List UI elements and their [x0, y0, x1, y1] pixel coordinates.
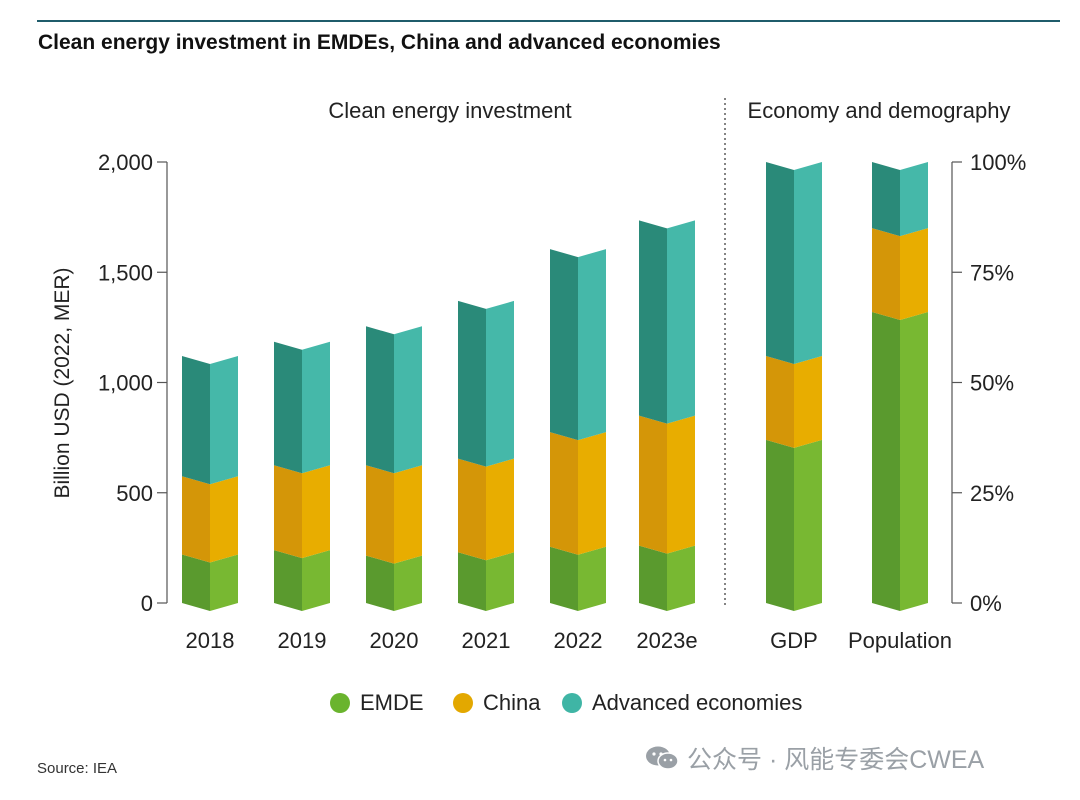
legend-swatch-emde: [330, 693, 350, 713]
x-tick-label-2018: 2018: [186, 628, 235, 653]
bar-2021-emde-left-face: [458, 552, 486, 611]
bar-2020-emde-left-face: [366, 555, 394, 611]
bar-2021-emde-right-face: [486, 552, 514, 611]
bar-population-china-right-face: [900, 228, 928, 320]
left-y-tick-label-2: 1,000: [98, 371, 153, 396]
bar-population-emde-right-face: [900, 311, 928, 611]
watermark: 公众号 · 风能专委会CWEA: [645, 740, 984, 776]
bar-gdp-emde-left-face: [766, 439, 794, 611]
bar-2021-advanced-economies-left-face: [458, 300, 486, 467]
right-y-tick-label-3: 75%: [970, 260, 1014, 285]
bar-gdp-china-right-face: [794, 356, 822, 448]
bar-2023e-advanced-economies-left-face: [639, 220, 667, 424]
bar-2018-china-right-face: [210, 476, 238, 563]
legend-label-emde: EMDE: [360, 690, 424, 715]
bar-2019-emde-right-face: [302, 550, 330, 611]
bar-2023e-china-right-face: [667, 415, 695, 554]
bar-2023e-emde-right-face: [667, 545, 695, 611]
chart-title: Clean energy investment in EMDEs, China …: [38, 31, 721, 54]
right-y-tick-label-4: 100%: [970, 150, 1026, 175]
bar-2018-emde-right-face: [210, 554, 238, 611]
bar-2020-advanced-economies-right-face: [394, 326, 422, 474]
bar-2023e-china-left-face: [639, 415, 667, 554]
legend-label-china: China: [483, 690, 541, 715]
bar-2018-china-left-face: [182, 476, 210, 563]
bar-gdp-advanced-economies-right-face: [794, 162, 822, 365]
x-tick-label-2022: 2022: [554, 628, 603, 653]
bar-2021-advanced-economies-right-face: [486, 300, 514, 467]
right-y-tick-label-1: 25%: [970, 481, 1014, 506]
left-y-tick-label-1: 500: [116, 481, 153, 506]
legend-swatch-advanced-economies: [562, 693, 582, 713]
bar-2020-china-left-face: [366, 465, 394, 564]
bar-2018-advanced-economies-right-face: [210, 356, 238, 485]
left-y-tick-label-0: 0: [141, 591, 153, 616]
legend-swatch-china: [453, 693, 473, 713]
bar-2019-advanced-economies-left-face: [274, 341, 302, 474]
bar-2022-emde-right-face: [578, 546, 606, 611]
right-panel: Economy and demography 0% 25% 50% 75% 100% GDP…: [748, 98, 1027, 653]
x-tick-label-2021: 2021: [462, 628, 511, 653]
legend-label-advanced-economies: Advanced economies: [592, 690, 802, 715]
bar-2022-advanced-economies-right-face: [578, 249, 606, 441]
bar-2019-advanced-economies-right-face: [302, 341, 330, 474]
bar-2020-advanced-economies-left-face: [366, 326, 394, 474]
bar-population-advanced-economies-right-face: [900, 162, 928, 237]
bar-2020-emde-right-face: [394, 555, 422, 611]
x-tick-label-gdp: GDP: [770, 628, 818, 653]
left-panel: Clean energy investment Billion USD (2022…: [51, 98, 726, 653]
bar-2021-china-left-face: [458, 458, 486, 561]
source-note: Source: IEA: [37, 760, 118, 777]
x-tick-label-population: Population: [848, 628, 952, 653]
bar-gdp-emde-right-face: [794, 439, 822, 611]
bar-population-emde-left-face: [872, 311, 900, 611]
x-tick-label-2019: 2019: [278, 628, 327, 653]
bar-2019-china-left-face: [274, 465, 302, 559]
bar-2020-china-right-face: [394, 465, 422, 564]
right-panel-title: Economy and demography: [748, 98, 1011, 123]
bar-2018-advanced-economies-left-face: [182, 356, 210, 485]
bar-gdp-advanced-economies-left-face: [766, 162, 794, 365]
bar-gdp-china-left-face: [766, 356, 794, 448]
wechat-icon: [646, 746, 679, 770]
bar-2022-emde-left-face: [550, 546, 578, 611]
watermark-text: 公众号 · 风能专委会CWEA: [687, 746, 985, 774]
bar-population-china-left-face: [872, 228, 900, 320]
bar-2023e-emde-left-face: [639, 545, 667, 611]
chart-canvas: Clean energy investment Billion USD (2022…: [51, 98, 1027, 715]
left-y-tick-label-4: 2,000: [98, 150, 153, 175]
bar-2023e-advanced-economies-right-face: [667, 220, 695, 424]
bar-2022-china-right-face: [578, 432, 606, 555]
y-axis-label: Billion USD (2022, MER): [51, 267, 74, 498]
top-rule: [37, 20, 1060, 22]
right-y-tick-label-2: 50%: [970, 371, 1014, 396]
x-tick-label-2023e: 2023e: [636, 628, 697, 653]
bar-2021-china-right-face: [486, 458, 514, 561]
bar-2022-china-left-face: [550, 432, 578, 555]
bar-2019-china-right-face: [302, 465, 330, 559]
left-panel-title: Clean energy investment: [328, 98, 571, 123]
x-tick-label-2020: 2020: [370, 628, 419, 653]
right-y-tick-label-0: 0%: [970, 591, 1002, 616]
bar-population-advanced-economies-left-face: [872, 162, 900, 237]
bar-2018-emde-left-face: [182, 554, 210, 611]
bar-2019-emde-left-face: [274, 550, 302, 611]
left-y-tick-label-3: 1,500: [98, 260, 153, 285]
bar-2022-advanced-economies-left-face: [550, 249, 578, 441]
legend: EMDE China Advanced economies: [330, 690, 802, 715]
